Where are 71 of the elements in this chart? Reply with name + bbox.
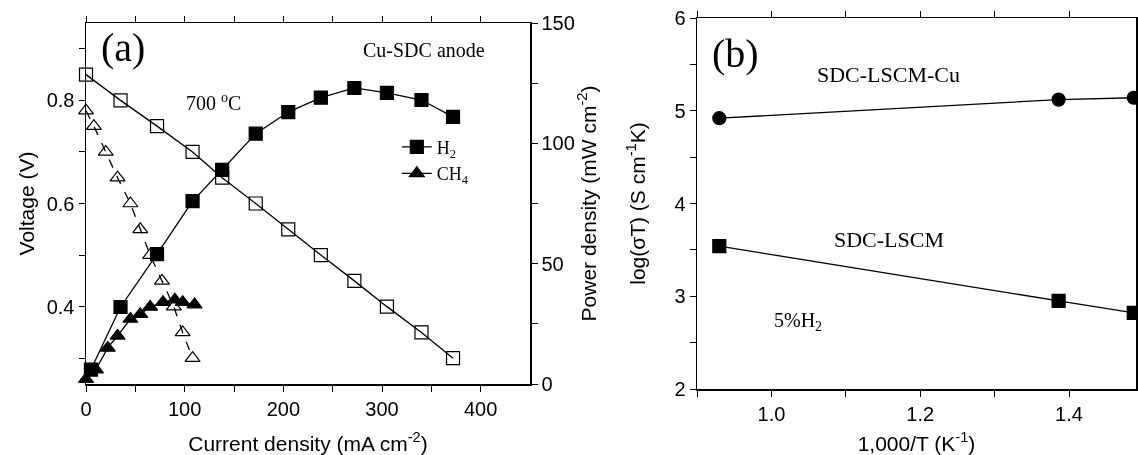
x-tick-label: 1.4 xyxy=(1055,402,1083,425)
x-axis-title: 1,000/T (K$^{-1}$) xyxy=(857,429,976,455)
x-tick-label: 400 xyxy=(463,397,498,420)
y-tick-label: 3 xyxy=(674,285,686,308)
point xyxy=(347,80,362,96)
point xyxy=(142,299,159,311)
x-tick-label: 200 xyxy=(266,397,301,420)
point xyxy=(109,170,126,182)
annotation: 700 $^{o}$C xyxy=(186,90,242,115)
legend-label: CH$_{4}$ xyxy=(436,164,469,188)
series-label: SDC-LSCM xyxy=(834,227,945,252)
point xyxy=(113,299,128,315)
point xyxy=(78,67,94,82)
point xyxy=(97,144,114,156)
y-tick-label: 0.8 xyxy=(46,89,75,112)
y-tick-label: 6 xyxy=(674,7,686,29)
point xyxy=(149,119,165,134)
point xyxy=(347,273,362,288)
point xyxy=(149,246,165,262)
annotation: Cu-SDC anode xyxy=(363,39,485,61)
point xyxy=(712,239,727,254)
point xyxy=(215,162,230,177)
point xyxy=(122,311,139,323)
legend-label: H$_{2}$ xyxy=(436,137,457,161)
y-tick-label: 5 xyxy=(674,99,686,122)
annotation: (b) xyxy=(712,31,759,76)
point xyxy=(414,325,429,340)
point xyxy=(132,307,149,319)
x-tick-label: 100 xyxy=(167,397,202,420)
point xyxy=(1051,293,1066,308)
y-tick-label: 4 xyxy=(674,192,686,215)
point xyxy=(174,325,191,337)
point xyxy=(186,297,203,309)
y2-tick-label: 150 xyxy=(541,12,575,34)
point xyxy=(445,109,461,124)
point xyxy=(281,104,296,120)
x-tick-label: 1.2 xyxy=(906,402,935,425)
point xyxy=(445,351,461,366)
y2-tick-label: 0 xyxy=(541,373,553,395)
x-axis-title: Current density (mA cm$^{-2}$) xyxy=(188,429,428,455)
point xyxy=(132,222,149,234)
y-tick-label: 0.6 xyxy=(46,192,75,215)
point xyxy=(185,193,200,209)
annotation: 5%H$_{2}$ xyxy=(774,309,823,335)
point xyxy=(248,196,263,211)
point xyxy=(184,351,201,363)
point xyxy=(122,196,139,208)
x-tick-label: 1.0 xyxy=(757,402,786,425)
point xyxy=(379,299,395,314)
point xyxy=(313,247,328,263)
series-label: SDC-LSCM-Cu xyxy=(817,62,961,87)
x-tick-label: 0 xyxy=(80,397,92,420)
point xyxy=(185,144,200,160)
point xyxy=(281,222,296,237)
x-tick-label: 300 xyxy=(365,397,399,420)
point xyxy=(109,328,126,340)
y-tick-label: 2 xyxy=(674,378,686,400)
point xyxy=(248,126,263,141)
point xyxy=(99,340,116,352)
point xyxy=(379,85,395,100)
y2-tick-label: 100 xyxy=(541,132,575,155)
point xyxy=(712,111,727,126)
y-axis-title: Voltage (V) xyxy=(14,151,38,256)
point xyxy=(414,92,429,108)
y2-tick-label: 50 xyxy=(541,252,564,275)
point xyxy=(113,93,128,108)
point xyxy=(313,90,328,105)
point xyxy=(1051,92,1066,107)
annotation: (a) xyxy=(101,25,146,70)
y-tick-label: 0.4 xyxy=(46,295,75,318)
point xyxy=(174,295,191,307)
